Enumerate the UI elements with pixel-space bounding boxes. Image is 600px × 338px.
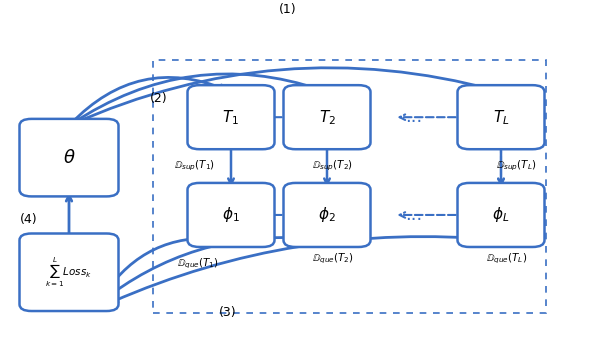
Text: $\mathbb{D}_{que}(T_L)$: $\mathbb{D}_{que}(T_L)$ <box>487 251 527 266</box>
Text: (3): (3) <box>219 306 237 319</box>
Bar <box>153 60 546 313</box>
FancyBboxPatch shape <box>187 183 275 247</box>
FancyBboxPatch shape <box>284 85 371 149</box>
Text: $T_L$: $T_L$ <box>493 108 509 126</box>
Text: $\mathbb{D}_{que}(T_2)$: $\mathbb{D}_{que}(T_2)$ <box>312 251 354 266</box>
Text: $T_1$: $T_1$ <box>223 108 239 126</box>
Text: ...: ... <box>406 206 422 224</box>
FancyBboxPatch shape <box>19 119 119 196</box>
FancyBboxPatch shape <box>458 85 545 149</box>
Text: $\phi_2$: $\phi_2$ <box>318 206 336 224</box>
Text: (4): (4) <box>20 213 38 226</box>
Text: (2): (2) <box>150 92 168 105</box>
Text: $T_2$: $T_2$ <box>319 108 335 126</box>
Text: $\mathbb{D}_{sup}(T_L)$: $\mathbb{D}_{sup}(T_L)$ <box>496 159 536 173</box>
Text: $\phi_1$: $\phi_1$ <box>222 206 240 224</box>
FancyBboxPatch shape <box>19 234 119 311</box>
Text: $\theta$: $\theta$ <box>62 149 76 167</box>
Text: $\phi_L$: $\phi_L$ <box>493 206 509 224</box>
Text: (1): (1) <box>279 3 297 16</box>
Text: $\mathbb{D}_{sup}(T_2)$: $\mathbb{D}_{sup}(T_2)$ <box>313 159 353 173</box>
FancyBboxPatch shape <box>284 183 371 247</box>
FancyBboxPatch shape <box>458 183 545 247</box>
Text: ...: ... <box>406 108 422 126</box>
FancyBboxPatch shape <box>187 85 275 149</box>
Text: $\mathbb{D}_{sup}(T_1)$: $\mathbb{D}_{sup}(T_1)$ <box>175 159 215 173</box>
Text: $\sum_{k=1}^{L} Loss_k$: $\sum_{k=1}^{L} Loss_k$ <box>46 256 92 289</box>
Text: $\mathbb{D}_{que}(T_1)$: $\mathbb{D}_{que}(T_1)$ <box>177 257 219 271</box>
